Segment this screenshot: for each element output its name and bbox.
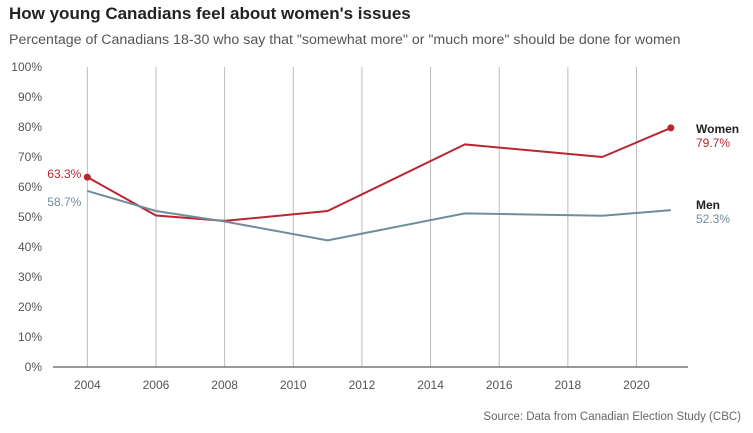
x-tick-label-2006: 2006	[143, 378, 170, 392]
y-tick-label-100: 100%	[11, 60, 42, 74]
y-tick-label-50: 50%	[18, 210, 42, 224]
x-tick-label-2012: 2012	[349, 378, 376, 392]
y-tick-label-90: 90%	[18, 90, 42, 104]
point-women-start	[83, 173, 91, 181]
end-label-women: 79.7%	[696, 136, 730, 150]
x-tick-label-2018: 2018	[555, 378, 582, 392]
series-line-women	[86, 126, 672, 222]
series-line-men	[87, 189, 671, 242]
chart-title: How young Canadians feel about women's i…	[9, 4, 411, 23]
chart-subtitle: Percentage of Canadians 18-30 who say th…	[9, 32, 681, 48]
y-tick-label-0: 0%	[25, 360, 43, 374]
y-tick-label-40: 40%	[18, 240, 42, 254]
source-note: Source: Data from Canadian Election Stud…	[483, 411, 741, 423]
series-lines	[83, 124, 675, 242]
y-tick-label-60: 60%	[18, 180, 42, 194]
y-tick-label-20: 20%	[18, 300, 42, 314]
series-name-men: Men	[696, 198, 720, 212]
start-label-men: 58.7%	[47, 195, 81, 209]
y-tick-label-10: 10%	[18, 330, 42, 344]
series-name-women: Women	[696, 122, 739, 136]
y-tick-label-30: 30%	[18, 270, 42, 284]
grid-lines	[86, 67, 638, 367]
x-tick-label-2008: 2008	[211, 378, 238, 392]
x-axis-ticks: 2004 2006 2008 2010 2012 2014 2016 2018 2020	[74, 378, 650, 392]
y-tick-label-80: 80%	[18, 120, 42, 134]
x-tick-label-2016: 2016	[486, 378, 513, 392]
point-women-end	[667, 124, 675, 132]
start-label-women: 63.3%	[47, 167, 81, 181]
x-tick-label-2020: 2020	[623, 378, 650, 392]
x-tick-label-2004: 2004	[74, 378, 101, 392]
x-tick-label-2014: 2014	[417, 378, 444, 392]
y-axis-ticks: 0% 10% 20% 30% 40% 50% 60% 70% 80% 90% 100%	[11, 60, 42, 374]
y-tick-label-70: 70%	[18, 150, 42, 164]
end-label-men: 52.3%	[696, 212, 730, 226]
x-tick-label-2010: 2010	[280, 378, 307, 392]
